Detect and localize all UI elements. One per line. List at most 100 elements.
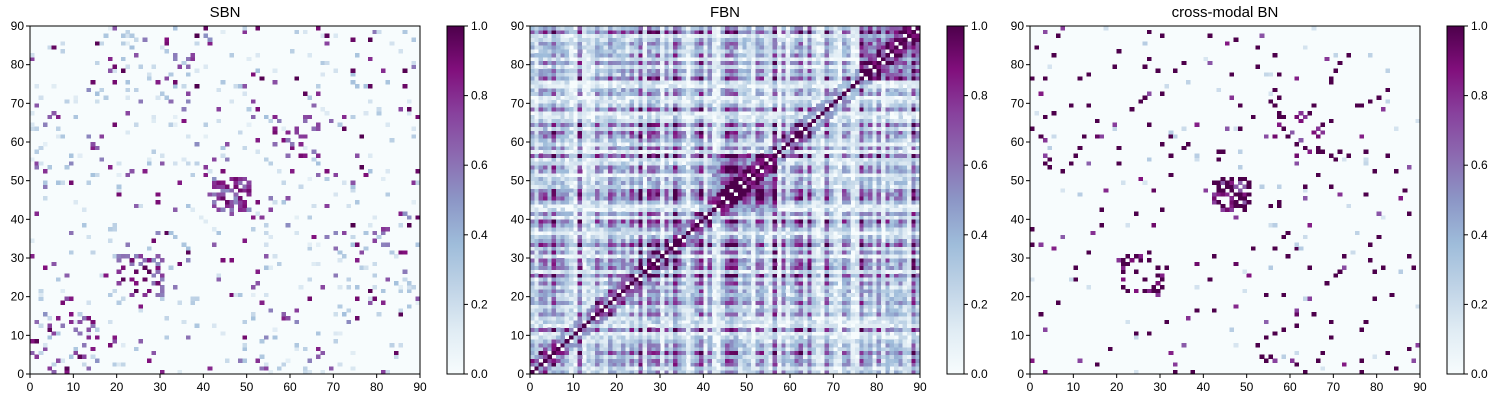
heatmap-cell xyxy=(595,258,600,263)
heatmap-cell xyxy=(547,203,553,209)
heatmap-cell xyxy=(668,230,674,236)
heatmap-cell xyxy=(608,207,613,212)
heatmap-cell xyxy=(772,254,778,259)
heatmap-cell xyxy=(733,358,739,363)
heatmap-cell xyxy=(534,300,540,305)
heatmap-cell xyxy=(707,223,713,228)
heatmap-cell xyxy=(569,319,574,325)
heatmap-cell xyxy=(699,327,704,332)
heatmap-cell xyxy=(255,211,261,216)
heatmap-cell xyxy=(673,227,678,232)
heatmap-cell xyxy=(859,203,865,209)
heatmap-cell xyxy=(629,176,635,182)
heatmap-cell xyxy=(863,292,869,298)
heatmap-cell xyxy=(712,246,717,251)
heatmap-cell xyxy=(842,327,847,332)
heatmap-cell xyxy=(811,238,817,243)
heatmap-cell xyxy=(316,122,321,127)
heatmap-cell xyxy=(577,196,583,201)
heatmap-cell xyxy=(842,370,847,375)
heatmap-cell xyxy=(186,203,191,209)
heatmap-cell xyxy=(807,219,813,224)
heatmap-cell xyxy=(603,331,609,336)
heatmap-cell xyxy=(738,192,743,197)
heatmap-cell xyxy=(547,273,553,278)
heatmap-cell xyxy=(402,269,408,274)
heatmap-cell xyxy=(616,242,622,247)
heatmap-cell xyxy=(837,312,843,317)
heatmap-cell xyxy=(673,250,678,255)
heatmap-cell xyxy=(872,288,878,294)
heatmap-cell xyxy=(772,308,778,313)
heatmap-cell xyxy=(547,207,553,212)
heatmap-cell xyxy=(590,219,596,224)
heatmap-cell xyxy=(543,308,548,313)
heatmap-cell xyxy=(368,84,373,89)
heatmap-cell xyxy=(794,211,800,216)
heatmap-cell xyxy=(824,211,830,216)
heatmap-cell xyxy=(707,261,713,267)
heatmap-cell xyxy=(790,219,795,224)
heatmap-cell xyxy=(824,346,830,352)
heatmap-cell xyxy=(824,269,830,274)
heatmap-cell xyxy=(142,258,148,263)
heatmap-cell xyxy=(259,339,265,344)
heatmap-cell xyxy=(889,343,895,348)
heatmap-cell xyxy=(855,366,860,371)
heatmap-cell xyxy=(34,161,40,166)
heatmap-cell xyxy=(707,316,713,321)
heatmap-cell xyxy=(798,323,804,328)
heatmap-cell xyxy=(690,366,696,371)
heatmap-cell xyxy=(902,238,908,243)
heatmap-cell xyxy=(781,258,787,263)
heatmap-cell xyxy=(677,184,683,189)
heatmap-cell xyxy=(629,339,635,344)
heatmap-cell xyxy=(863,269,869,274)
heatmap-cell xyxy=(608,180,613,185)
heatmap-cell xyxy=(569,265,574,270)
heatmap-cell xyxy=(551,319,557,325)
heatmap-cell xyxy=(168,122,174,127)
heatmap-cell xyxy=(842,308,847,313)
heatmap-cell xyxy=(798,200,804,205)
heatmap-cell xyxy=(212,176,217,182)
heatmap-cell xyxy=(746,358,752,363)
heatmap-cell xyxy=(725,273,730,278)
heatmap-cell xyxy=(868,180,873,185)
heatmap-cell xyxy=(64,165,70,170)
heatmap-cell xyxy=(842,296,847,301)
heatmap-cell xyxy=(707,370,713,375)
heatmap-cell xyxy=(603,296,609,301)
heatmap-cell xyxy=(272,68,278,73)
heatmap-cell xyxy=(829,196,834,201)
heatmap-cell xyxy=(543,288,548,294)
heatmap-cell xyxy=(707,327,713,332)
heatmap-cell xyxy=(350,72,356,77)
heatmap-cell xyxy=(829,346,834,352)
heatmap-cell xyxy=(664,354,670,359)
heatmap-cell xyxy=(411,60,417,66)
heatmap-cell xyxy=(872,196,878,201)
heatmap-cell xyxy=(590,366,596,371)
heatmap-cell xyxy=(907,300,912,305)
heatmap-cell xyxy=(612,323,618,328)
heatmap-cell xyxy=(90,346,96,352)
heatmap-cell xyxy=(694,180,700,185)
heatmap-cell xyxy=(811,346,817,352)
heatmap-cell xyxy=(612,281,618,286)
heatmap-cell xyxy=(634,269,639,274)
heatmap-cell xyxy=(564,261,570,267)
heatmap-cell xyxy=(556,250,561,255)
heatmap-cell xyxy=(595,265,600,270)
heatmap-cell xyxy=(551,223,557,228)
heatmap-cell xyxy=(677,246,683,251)
heatmap-cell xyxy=(694,227,700,232)
heatmap-cell xyxy=(402,84,408,89)
heatmap-cell xyxy=(251,316,256,321)
heatmap-cell xyxy=(690,335,696,340)
heatmap-cell xyxy=(894,188,899,193)
heatmap-cell xyxy=(759,281,765,286)
heatmap-cell xyxy=(681,323,687,328)
heatmap-cell xyxy=(660,366,665,371)
heatmap-cell xyxy=(772,261,778,267)
